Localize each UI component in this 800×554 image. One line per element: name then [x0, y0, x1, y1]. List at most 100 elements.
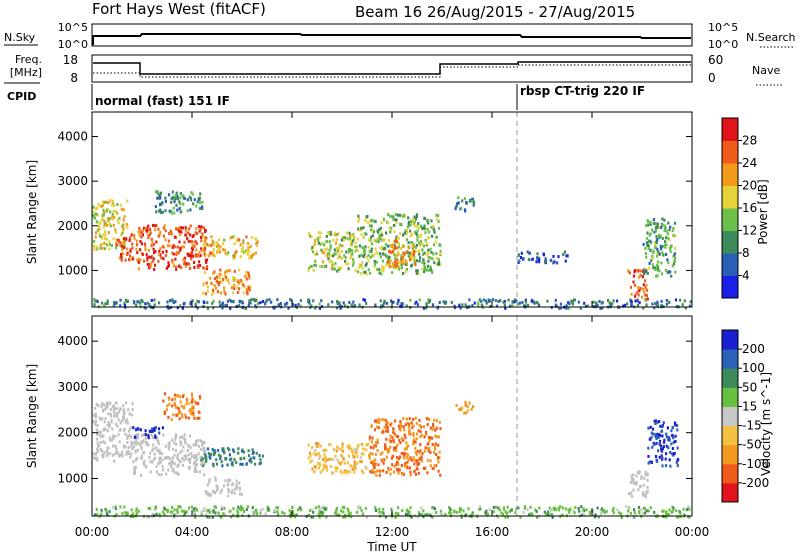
velocity-echo-cell	[349, 464, 352, 468]
velocity-echo-cell	[369, 460, 372, 464]
velocity-echo-cell	[460, 507, 463, 511]
power-echo-cell	[351, 263, 355, 267]
velocity-echo-cell	[100, 405, 103, 409]
velocity-echo-cell	[135, 509, 138, 513]
power-echo-cell	[138, 228, 141, 232]
power-echo-cell	[196, 200, 199, 204]
velocity-echo-cell	[342, 510, 345, 514]
power-echo-cell	[611, 302, 614, 306]
power-echo-cell	[444, 302, 447, 305]
velocity-echo-cell	[359, 455, 363, 459]
velocity-echo-cell	[398, 439, 401, 443]
power-colorbar-swatch	[722, 185, 738, 209]
velocity-echo-cell	[307, 513, 310, 517]
velocity-echo-cell	[405, 447, 408, 451]
velocity-echo-cell	[201, 442, 204, 446]
power-echo-cell	[361, 266, 364, 270]
velocity-echo-cell	[173, 513, 176, 517]
power-echo-cell	[153, 303, 156, 307]
power-echo-cell	[356, 237, 359, 241]
power-echo-cell	[101, 201, 104, 205]
power-echo-cell	[504, 306, 507, 310]
velocity-echo-cell	[173, 453, 176, 457]
velocity-echo-cell	[376, 441, 379, 445]
velocity-echo-cell	[102, 403, 106, 407]
velocity-echo-cell	[252, 510, 255, 514]
nave-label: Nave	[752, 64, 780, 77]
power-echo-cell	[332, 238, 335, 242]
power-echo-cell	[369, 271, 372, 275]
velocity-echo-cell	[401, 472, 404, 476]
velocity-echo-cell	[423, 449, 426, 453]
power-echo-cell	[149, 228, 152, 232]
velocity-echo-cell	[397, 471, 400, 475]
power-echo-cell	[546, 299, 549, 303]
power-echo-cell	[327, 303, 330, 307]
velocity-echo-cell	[275, 506, 278, 510]
power-echo-cell	[105, 243, 108, 247]
velocity-echo-cell	[258, 462, 261, 466]
power-echo-cell	[663, 218, 666, 222]
power-echo-cell	[665, 229, 668, 233]
power-echo-cell	[393, 230, 396, 234]
velocity-echo-cell	[292, 513, 295, 517]
power-echo-cell	[325, 234, 328, 238]
power-echo-cell	[328, 259, 331, 263]
velocity-echo-cell	[441, 513, 444, 517]
power-echo-cell	[643, 290, 646, 294]
velocity-echo-cell	[376, 438, 379, 442]
power-echo-cell	[308, 232, 311, 235]
velocity-echo-cell	[185, 510, 188, 514]
velocity-echo-cell	[134, 465, 137, 469]
velocity-echo-cell	[125, 450, 128, 454]
power-echo-cell	[644, 286, 647, 290]
velocity-echo-cell	[342, 457, 345, 461]
velocity-echo-cell	[665, 432, 668, 436]
power-echo-cell	[415, 213, 419, 217]
power-echo-cell	[150, 261, 153, 265]
velocity-echo-cell	[394, 446, 398, 449]
velocity-echo-cell	[195, 463, 198, 467]
power-echo-cell	[357, 227, 360, 231]
velocity-echo-cell	[232, 507, 235, 511]
power-echo-cell	[395, 221, 398, 225]
power-echo-cell	[426, 227, 429, 231]
velocity-echo-cell	[347, 454, 351, 458]
power-echo-cell	[366, 221, 369, 225]
power-echo-cell	[518, 301, 521, 305]
power-echo-cell	[559, 306, 563, 310]
power-echo-cell	[394, 264, 397, 268]
power-echo-cell	[204, 243, 207, 247]
velocity-echo-cell	[648, 460, 651, 464]
velocity-echo-cell	[171, 398, 174, 402]
velocity-echo-cell	[381, 451, 384, 455]
velocity-echo-cell	[120, 419, 123, 423]
velocity-echo-cell	[448, 507, 452, 511]
power-echo-cell	[347, 267, 350, 271]
velocity-echo-cell	[434, 447, 437, 451]
velocity-echo-cell	[147, 506, 150, 510]
power-echo-cell	[196, 306, 199, 310]
velocity-echo-cell	[100, 430, 103, 434]
power-echo-cell	[204, 238, 207, 241]
velocity-echo-cell	[395, 467, 398, 471]
velocity-echo-cell	[420, 506, 423, 510]
power-echo-cell	[207, 243, 210, 247]
velocity-echo-cell	[171, 438, 174, 442]
velocity-echo-cell	[335, 513, 338, 517]
velocity-echo-cell	[167, 447, 171, 451]
velocity-echo-cell	[405, 456, 409, 460]
power-echo-cell	[464, 303, 467, 307]
velocity-echo-cell	[168, 444, 171, 448]
power-echo-cell	[362, 255, 365, 259]
power-echo-cell	[398, 213, 402, 217]
nave-tick-top: 60	[708, 53, 723, 67]
power-echo-cell	[674, 298, 678, 302]
velocity-echo-cell	[388, 438, 391, 442]
power-echo-cell	[345, 250, 348, 254]
power-echo-cell	[147, 266, 151, 270]
velocity-echo-cell	[438, 420, 441, 424]
power-echo-cell	[659, 244, 662, 248]
velocity-echoes	[92, 392, 691, 519]
velocity-echo-cell	[140, 445, 143, 449]
